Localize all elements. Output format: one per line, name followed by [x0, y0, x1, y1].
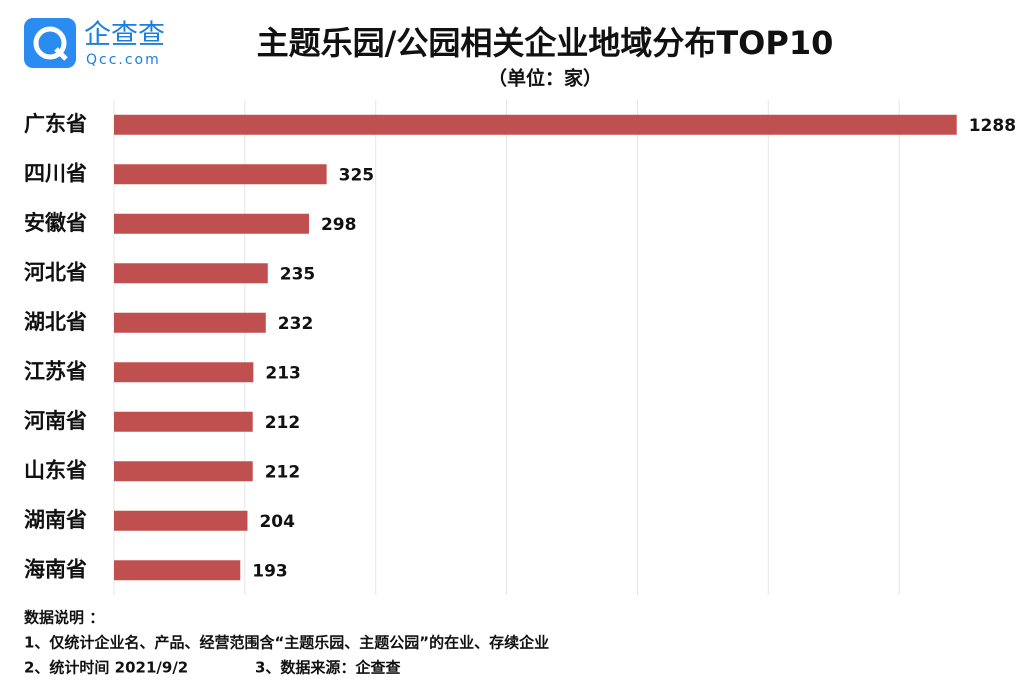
bar [114, 510, 248, 531]
value-label: 235 [280, 264, 316, 284]
y-tick-label: 湖南省 [24, 508, 87, 532]
value-label: 325 [339, 165, 375, 185]
bar [114, 263, 268, 284]
logo-badge [24, 18, 76, 68]
value-label: 193 [252, 561, 288, 581]
logo-site: Qcc.com [86, 52, 161, 68]
bar [114, 213, 309, 234]
value-label: 204 [259, 512, 295, 532]
bar [114, 114, 957, 135]
bar [114, 312, 266, 333]
value-label: 298 [321, 215, 357, 235]
y-tick-label: 广东省 [24, 112, 87, 136]
value-label: 213 [265, 363, 301, 383]
y-tick-label: 安徽省 [24, 211, 87, 235]
value-label: 212 [265, 413, 301, 433]
y-tick-label: 四川省 [24, 161, 87, 185]
y-tick-label: 河北省 [24, 260, 87, 284]
value-label: 1288 [969, 116, 1016, 136]
logo-q [33, 26, 67, 60]
note: 2、统计时间 2021/9/2 [24, 659, 188, 677]
chart-subtitle: （单位：家） [488, 67, 602, 90]
chart-title: 主题乐园/公园相关企业地域分布TOP10 [257, 24, 834, 62]
bar [114, 164, 327, 185]
y-tick-label: 湖北省 [24, 310, 87, 334]
y-tick-label: 海南省 [24, 557, 87, 581]
note: 1、仅统计企业名、产品、经营范围含“主题乐园、主题公园”的在业、存续企业 [24, 634, 549, 652]
bar [114, 461, 253, 482]
value-label: 212 [265, 462, 301, 482]
y-tick-label: 河南省 [24, 409, 87, 433]
value-label: 232 [278, 314, 314, 334]
note: 数据说明 ： [24, 609, 104, 627]
y-tick-label: 山东省 [24, 458, 87, 482]
logo-q-tail [54, 47, 68, 61]
y-tick-label: 江苏省 [24, 359, 87, 383]
bar [114, 411, 253, 432]
logo-name: 企查查 [84, 20, 165, 51]
bar [114, 560, 241, 581]
bar [114, 362, 254, 383]
note: 3、数据来源：企查查 [255, 659, 401, 677]
